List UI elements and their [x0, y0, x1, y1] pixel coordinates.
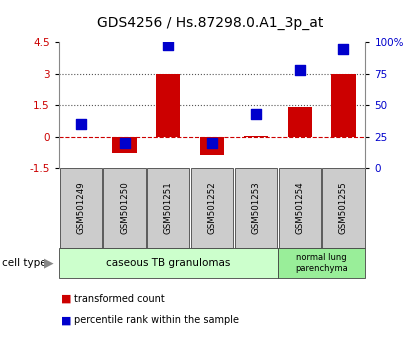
Text: GSM501255: GSM501255 [339, 182, 348, 234]
Bar [113, 137, 136, 153]
FancyBboxPatch shape [60, 168, 102, 248]
Text: ▶: ▶ [44, 256, 54, 269]
Text: GDS4256 / Hs.87298.0.A1_3p_at: GDS4256 / Hs.87298.0.A1_3p_at [97, 16, 323, 30]
Text: GSM501252: GSM501252 [207, 182, 217, 234]
Text: ■: ■ [61, 315, 71, 325]
Text: GSM501249: GSM501249 [76, 182, 85, 234]
Point [121, 140, 128, 146]
Bar [200, 137, 224, 155]
Bar [331, 74, 356, 137]
Point [340, 46, 347, 52]
Point [77, 121, 84, 127]
Text: GSM501253: GSM501253 [252, 182, 260, 234]
FancyBboxPatch shape [279, 168, 321, 248]
Bar [244, 136, 268, 137]
Point [252, 111, 259, 117]
FancyBboxPatch shape [103, 168, 145, 248]
Text: percentile rank within the sample: percentile rank within the sample [74, 315, 239, 325]
Text: normal lung
parenchyma: normal lung parenchyma [295, 253, 348, 273]
Text: cell type: cell type [2, 258, 47, 268]
Point [209, 140, 215, 146]
Text: GSM501251: GSM501251 [164, 182, 173, 234]
Text: GSM501250: GSM501250 [120, 182, 129, 234]
Text: GSM501254: GSM501254 [295, 182, 304, 234]
Bar [288, 107, 312, 137]
Point [297, 67, 303, 73]
FancyBboxPatch shape [191, 168, 233, 248]
FancyBboxPatch shape [147, 168, 189, 248]
Point [165, 42, 172, 48]
FancyBboxPatch shape [323, 168, 365, 248]
FancyBboxPatch shape [235, 168, 277, 248]
Bar [156, 74, 180, 137]
Text: caseous TB granulomas: caseous TB granulomas [106, 258, 231, 268]
Text: ■: ■ [61, 294, 71, 304]
Text: transformed count: transformed count [74, 294, 164, 304]
